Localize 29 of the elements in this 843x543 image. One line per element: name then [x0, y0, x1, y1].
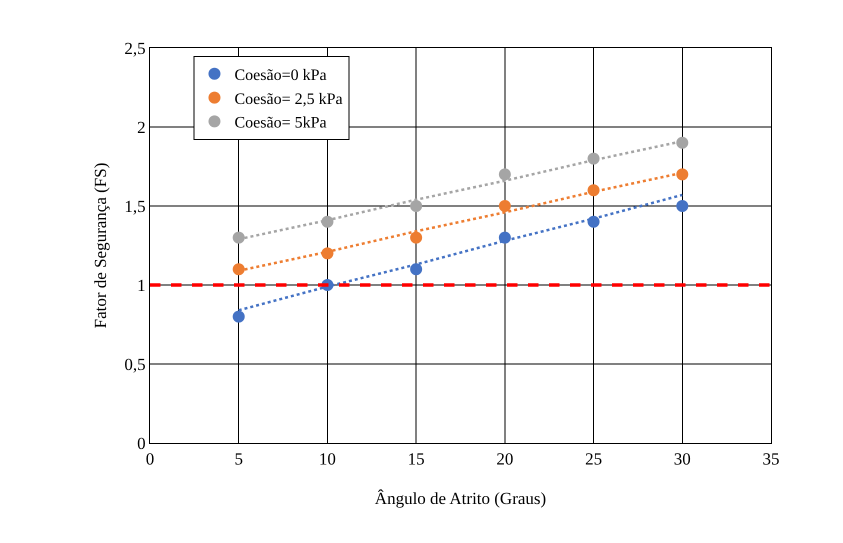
x-tick-label: 15 [408, 449, 425, 468]
point [410, 200, 422, 212]
point [498, 168, 511, 180]
point [676, 200, 688, 212]
x-axis-title: Ângulo de Atrito (Graus) [374, 489, 546, 508]
point [676, 136, 688, 149]
y-axis-title: Fator de Segurança (FS) [91, 162, 110, 328]
legend-label: Coesão= 2,5 kPa [234, 90, 343, 108]
point [232, 263, 245, 276]
legend-label: Coesão=0 kPa [234, 67, 327, 84]
y-tick-label: 1,5 [124, 196, 146, 216]
y-tick-label: 1 [137, 276, 146, 295]
y-tick-label: 0,5 [124, 354, 146, 374]
point [498, 200, 511, 212]
y-tick-label: 2 [137, 118, 146, 137]
x-tick-label: 10 [318, 449, 336, 468]
point [232, 232, 245, 244]
x-tick-label: 20 [496, 449, 514, 468]
point [676, 168, 688, 180]
legend-label: Coesão= 5kPa [234, 114, 327, 132]
point [410, 232, 422, 244]
point [410, 263, 422, 276]
x-tick-label: 30 [674, 449, 691, 468]
x-tick-label: 25 [585, 449, 602, 468]
x-tick-label: 5 [234, 449, 243, 468]
y-tick-label: 2,5 [124, 38, 146, 58]
x-tick-label: 35 [762, 449, 780, 468]
y-tick-label: 0 [137, 434, 146, 453]
point [232, 310, 245, 323]
